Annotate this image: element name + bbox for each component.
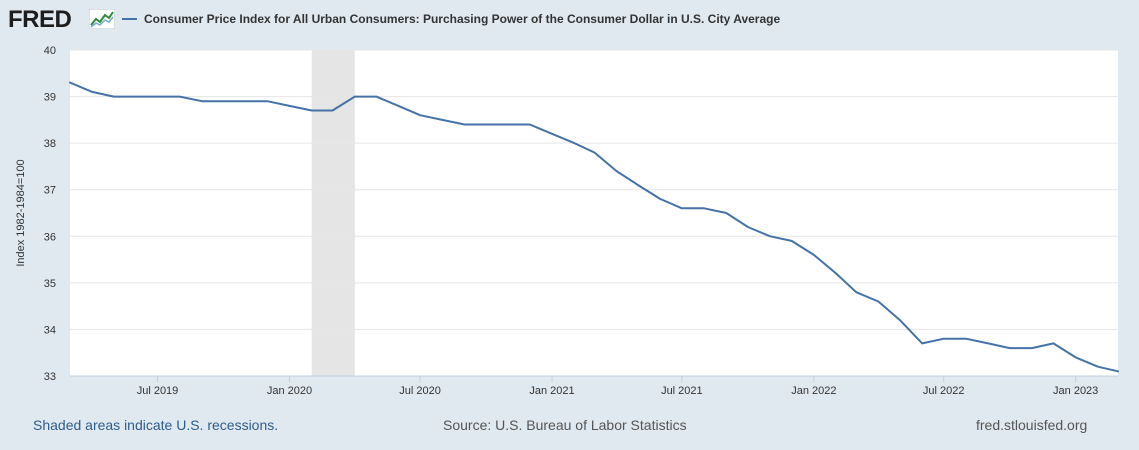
- data-point: [658, 197, 663, 202]
- data-point: [592, 150, 597, 155]
- data-point: [986, 341, 991, 346]
- data-point: [1007, 346, 1012, 351]
- data-point: [745, 224, 750, 229]
- recession-note: Shaded areas indicate U.S. recessions.: [33, 417, 279, 433]
- x-tick-label: Jul 2022: [923, 385, 965, 397]
- data-point: [636, 183, 641, 188]
- legend-series-label: Consumer Price Index for All Urban Consu…: [144, 12, 781, 26]
- data-point: [614, 169, 619, 174]
- data-point: [418, 113, 423, 118]
- data-point: [221, 99, 226, 104]
- data-point: [309, 108, 314, 113]
- data-point: [834, 271, 839, 276]
- data-point: [155, 94, 160, 99]
- data-point: [963, 336, 968, 341]
- data-point: [550, 131, 555, 136]
- y-tick-label: 37: [44, 185, 56, 197]
- data-point: [440, 117, 445, 122]
- data-point: [1095, 364, 1100, 369]
- data-point: [265, 99, 270, 104]
- data-point: [724, 211, 729, 216]
- data-point: [374, 94, 379, 99]
- data-point: [133, 94, 138, 99]
- recession-shade: [311, 50, 355, 376]
- data-point: [243, 99, 248, 104]
- data-point: [920, 341, 925, 346]
- y-tick-label: 39: [44, 92, 56, 104]
- data-point: [352, 94, 357, 99]
- data-point: [484, 122, 489, 127]
- data-point: [1116, 369, 1121, 374]
- x-tick-label: Jan 2020: [267, 385, 312, 397]
- data-point: [876, 299, 881, 304]
- data-point: [68, 80, 73, 85]
- x-tick-label: Jan 2021: [529, 385, 574, 397]
- data-point: [462, 122, 467, 127]
- data-point: [527, 122, 532, 127]
- chart-legend[interactable]: Consumer Price Index for All Urban Consu…: [122, 12, 780, 26]
- x-tick-label: Jan 2022: [791, 385, 836, 397]
- x-tick-label: Jan 2023: [1053, 385, 1098, 397]
- data-point: [897, 318, 902, 323]
- line-chart[interactable]: 33 34 35 36 37 38 39 40 Jul 2019 Jan 2020 Jul 2020…: [0, 40, 1139, 410]
- data-point: [396, 103, 401, 108]
- y-axis-label: Index 1982-1984=100: [15, 159, 27, 266]
- y-tick-label: 35: [44, 278, 56, 290]
- data-point: [941, 336, 946, 341]
- x-tick-label: Jul 2019: [137, 385, 179, 397]
- data-point: [177, 94, 182, 99]
- chart-header: FRED Consumer Price Index for All Urban …: [0, 0, 1139, 40]
- data-point: [90, 89, 95, 94]
- data-point: [330, 108, 335, 113]
- data-point: [287, 103, 292, 108]
- source-note: Source: U.S. Bureau of Labor Statistics: [443, 417, 687, 433]
- data-point: [1073, 355, 1078, 360]
- x-tick-label: Jul 2020: [399, 385, 441, 397]
- data-point: [572, 141, 577, 146]
- series-line: [69, 81, 1119, 373]
- plot-area: [70, 50, 1118, 376]
- data-point: [506, 122, 511, 127]
- y-tick-label: 36: [44, 231, 56, 243]
- x-tick-label: Jul 2021: [661, 385, 703, 397]
- y-tick-label: 38: [44, 138, 56, 150]
- site-link[interactable]: fred.stlouisfed.org: [976, 417, 1088, 433]
- data-point: [789, 238, 794, 243]
- data-point: [854, 290, 859, 295]
- y-tick-label: 40: [44, 45, 56, 57]
- data-point: [1029, 346, 1034, 351]
- data-point: [111, 94, 116, 99]
- data-point: [199, 99, 204, 104]
- fred-logo[interactable]: FRED: [8, 6, 72, 33]
- data-point: [768, 234, 773, 239]
- data-point: [702, 206, 707, 211]
- y-tick-label: 33: [44, 371, 56, 383]
- y-tick-label: 34: [44, 324, 56, 336]
- data-point: [1051, 341, 1056, 346]
- fred-logo-graph-icon: [89, 9, 115, 29]
- legend-line-swatch: [122, 18, 137, 20]
- data-point: [811, 252, 816, 257]
- data-point: [679, 206, 684, 211]
